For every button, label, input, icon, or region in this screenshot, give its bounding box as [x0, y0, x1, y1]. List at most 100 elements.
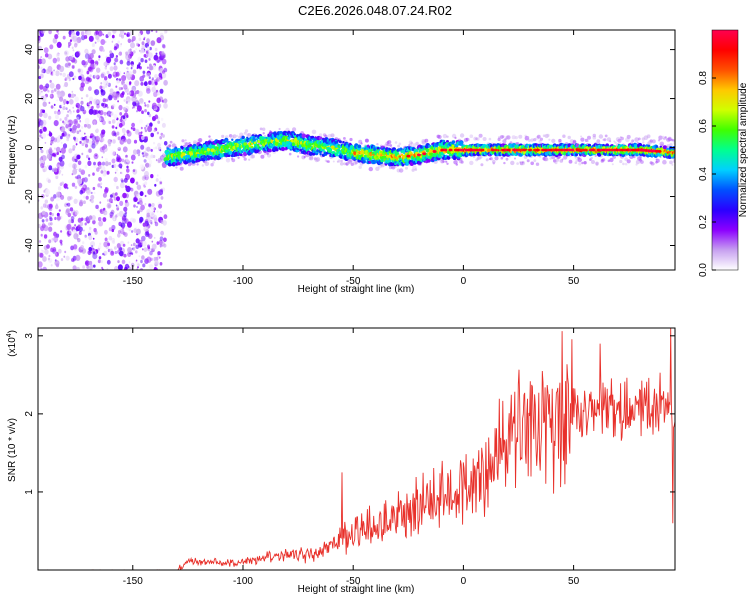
- noise-blob: [69, 196, 73, 200]
- ridge-point: [173, 153, 176, 157]
- halo-point: [518, 134, 523, 139]
- ridge-core: [506, 148, 511, 152]
- noise-blob: [53, 236, 59, 243]
- noise-blob: [98, 256, 102, 260]
- halo-point: [598, 134, 604, 139]
- noise-blob: [137, 210, 140, 214]
- colorbar-label: Normalized spectral amplitude: [738, 82, 749, 217]
- halo-point: [221, 134, 225, 138]
- noise-blob: [69, 99, 74, 105]
- halo-point: [414, 168, 418, 171]
- noise-blob: [148, 76, 151, 79]
- ridge-point: [446, 140, 449, 143]
- noise-blob: [98, 177, 102, 182]
- noise-blob: [84, 48, 89, 54]
- noise-blob: [70, 30, 73, 33]
- noise-blob: [163, 67, 168, 73]
- noise-blob: [144, 181, 148, 185]
- noise-blob: [68, 127, 71, 131]
- noise-blob: [90, 133, 94, 138]
- halo-point: [563, 155, 568, 160]
- noise-blob: [103, 241, 108, 248]
- noise-blob: [62, 143, 68, 149]
- noise-blob: [102, 98, 107, 103]
- noise-blob: [40, 233, 43, 237]
- noise-blob: [117, 164, 119, 167]
- halo-point: [208, 135, 211, 138]
- noise-blob: [147, 246, 150, 250]
- halo-point: [394, 141, 398, 144]
- noise-blob: [80, 31, 85, 36]
- halo-point: [505, 157, 509, 161]
- noise-blob: [99, 201, 102, 204]
- noise-blob: [151, 77, 154, 80]
- halo-point: [601, 158, 606, 162]
- noise-blob: [97, 247, 101, 251]
- noise-blob: [106, 82, 109, 86]
- noise-blob: [122, 146, 128, 153]
- noise-blob: [60, 141, 63, 144]
- ridge-core: [583, 148, 588, 152]
- noise-blob: [67, 196, 71, 201]
- snr-series-line: [38, 328, 675, 570]
- noise-blob: [88, 246, 93, 252]
- noise-blob: [53, 137, 58, 143]
- noise-blob: [119, 59, 124, 65]
- noise-blob: [161, 122, 166, 128]
- noise-blob: [110, 105, 115, 110]
- ridge-point: [366, 154, 371, 158]
- halo-point: [488, 137, 492, 141]
- noise-blob: [114, 192, 118, 196]
- noise-blob: [80, 100, 84, 105]
- halo-point: [196, 163, 199, 166]
- noise-blob: [118, 52, 121, 56]
- noise-blob: [116, 92, 120, 98]
- noise-blob: [103, 146, 108, 153]
- noise-blob: [60, 194, 65, 200]
- noise-blob: [83, 235, 88, 241]
- noise-blob: [126, 61, 131, 66]
- noise-blob: [144, 104, 147, 107]
- noise-blob: [149, 219, 153, 224]
- noise-blob: [92, 237, 95, 240]
- noise-blob: [93, 264, 96, 268]
- halo-point: [506, 135, 511, 140]
- noise-blob: [141, 152, 144, 155]
- noise-blob: [80, 82, 85, 88]
- ridge-point: [362, 160, 366, 164]
- noise-blob: [145, 162, 150, 168]
- noise-blob: [76, 36, 82, 44]
- halo-point: [248, 158, 251, 161]
- noise-blob: [106, 110, 112, 117]
- noise-blob: [98, 214, 101, 217]
- noise-blob: [143, 159, 147, 163]
- noise-blob: [44, 249, 49, 255]
- noise-blob: [75, 31, 80, 36]
- ridge-point: [389, 161, 395, 167]
- halo-point: [324, 134, 328, 138]
- noise-blob: [160, 246, 164, 251]
- noise-blob: [61, 91, 64, 94]
- noise-blob: [118, 122, 123, 128]
- halo-point: [469, 160, 474, 166]
- noise-blob: [149, 122, 153, 127]
- noise-blob: [44, 141, 47, 144]
- noise-blob: [83, 177, 88, 183]
- noise-blob: [102, 49, 105, 52]
- ridge-point: [301, 133, 306, 138]
- noise-blob: [79, 129, 82, 133]
- halo-point: [614, 141, 617, 144]
- noise-blob: [135, 250, 138, 254]
- noise-blob: [119, 118, 123, 122]
- noise-blob: [100, 186, 103, 189]
- noise-blob: [71, 54, 74, 58]
- noise-blob: [136, 205, 138, 209]
- snr-x-label: Height of straight line (km): [298, 584, 415, 595]
- halo-point: [446, 135, 449, 138]
- noise-blob: [45, 83, 50, 89]
- noise-blob: [64, 116, 68, 121]
- halo-point: [415, 141, 419, 146]
- halo-point: [175, 166, 178, 169]
- y-tick-label: 3: [24, 333, 35, 339]
- noise-blob: [139, 207, 144, 213]
